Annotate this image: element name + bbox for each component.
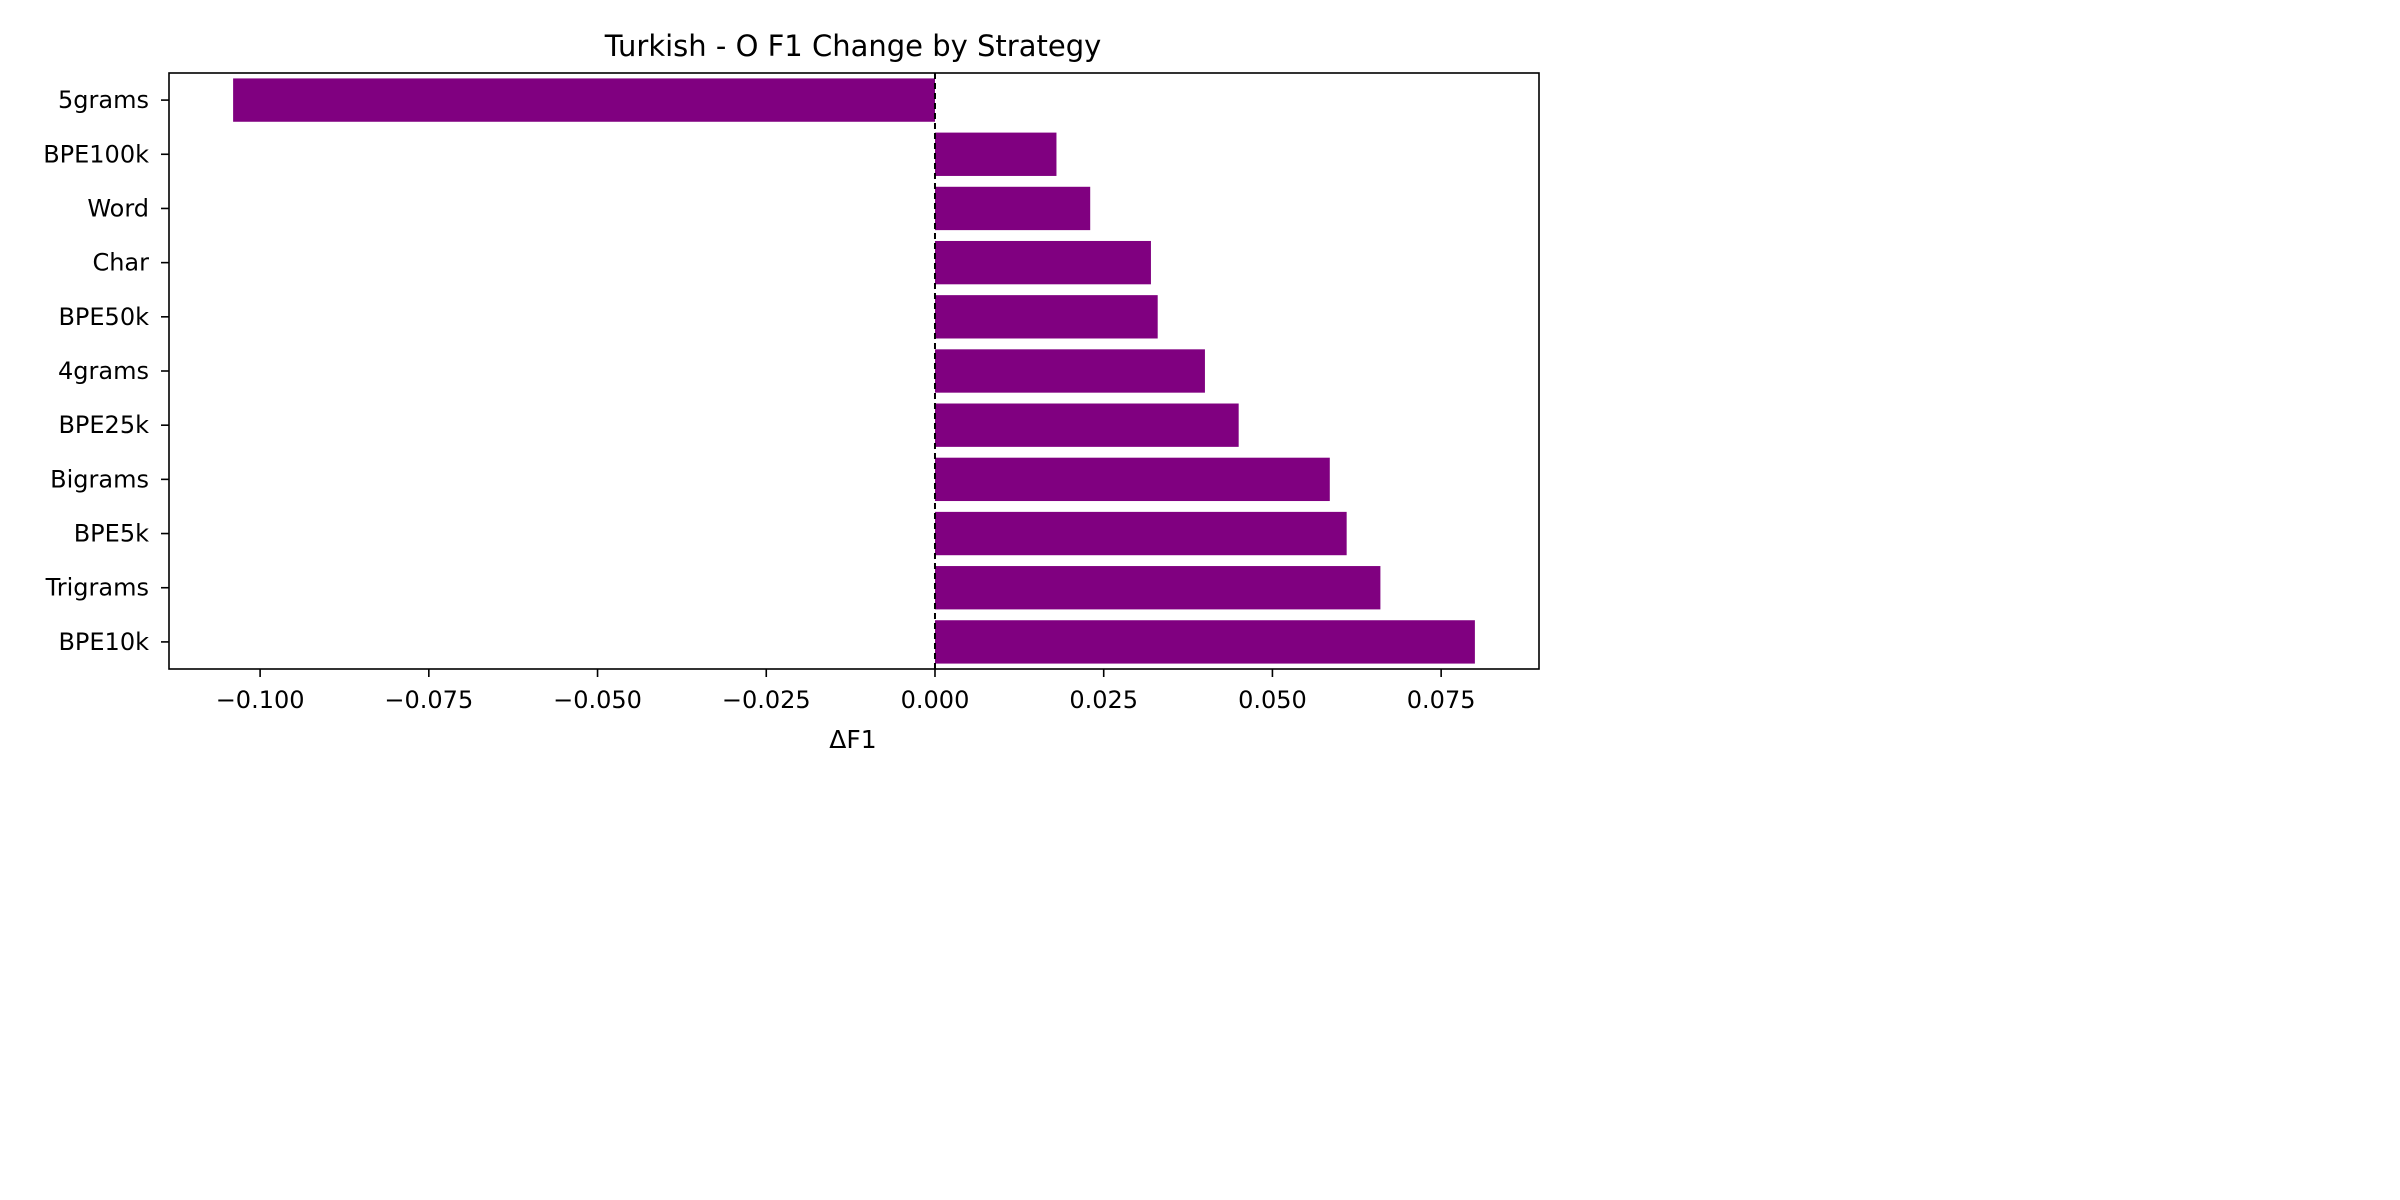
bar-4grams <box>934 349 1205 393</box>
bar-chart: Turkish - O F1 Change by Strategy 5grams… <box>0 0 1570 770</box>
y-tick-label: 4grams <box>58 357 149 385</box>
bar-bigrams <box>934 457 1330 502</box>
y-tick-label: BPE10k <box>58 628 149 656</box>
x-tick-label: −0.100 <box>216 686 305 714</box>
x-axis-label: ΔF1 <box>829 725 876 754</box>
bar-word <box>934 186 1091 231</box>
y-tick-label: BPE25k <box>58 411 149 439</box>
chart-container: Turkish - O F1 Change by Strategy 5grams… <box>0 0 1570 770</box>
y-tick-label: BPE5k <box>74 520 149 548</box>
y-tick-label: BPE100k <box>43 140 149 168</box>
bar-bpe100k <box>934 132 1057 176</box>
y-tick-label: BPE50k <box>58 303 149 331</box>
bar-5grams <box>233 78 935 122</box>
x-axis: −0.100 −0.075 −0.050 −0.025 0.000 0.025 0.050 0… <box>216 669 1476 714</box>
chart-title: Turkish - O F1 Change by Strategy <box>604 29 1102 63</box>
y-tick-label: 5grams <box>58 86 149 114</box>
y-axis: 5grams BPE100k Word Char BPE50k 4grams BPE25k B… <box>43 86 169 656</box>
x-tick-label: 0.075 <box>1407 686 1476 714</box>
y-tick-label: Trigrams <box>45 574 149 602</box>
bar-char <box>934 240 1151 285</box>
y-tick-label: Word <box>87 194 149 222</box>
x-tick-label: −0.025 <box>722 686 811 714</box>
y-tick-label: Bigrams <box>50 465 149 493</box>
x-tick-label: 0.025 <box>1069 686 1138 714</box>
x-tick-label: 0.050 <box>1238 686 1307 714</box>
bars-layer <box>233 78 1475 664</box>
x-tick-label: 0.000 <box>901 686 970 714</box>
bar-bpe25k <box>934 403 1239 447</box>
bar-bpe10k <box>934 620 1475 664</box>
bar-bpe5k <box>934 511 1347 556</box>
x-tick-label: −0.075 <box>384 686 473 714</box>
bar-bpe50k <box>934 295 1158 339</box>
x-tick-label: −0.050 <box>553 686 642 714</box>
bar-trigrams <box>934 566 1381 610</box>
y-tick-label: Char <box>92 249 149 277</box>
